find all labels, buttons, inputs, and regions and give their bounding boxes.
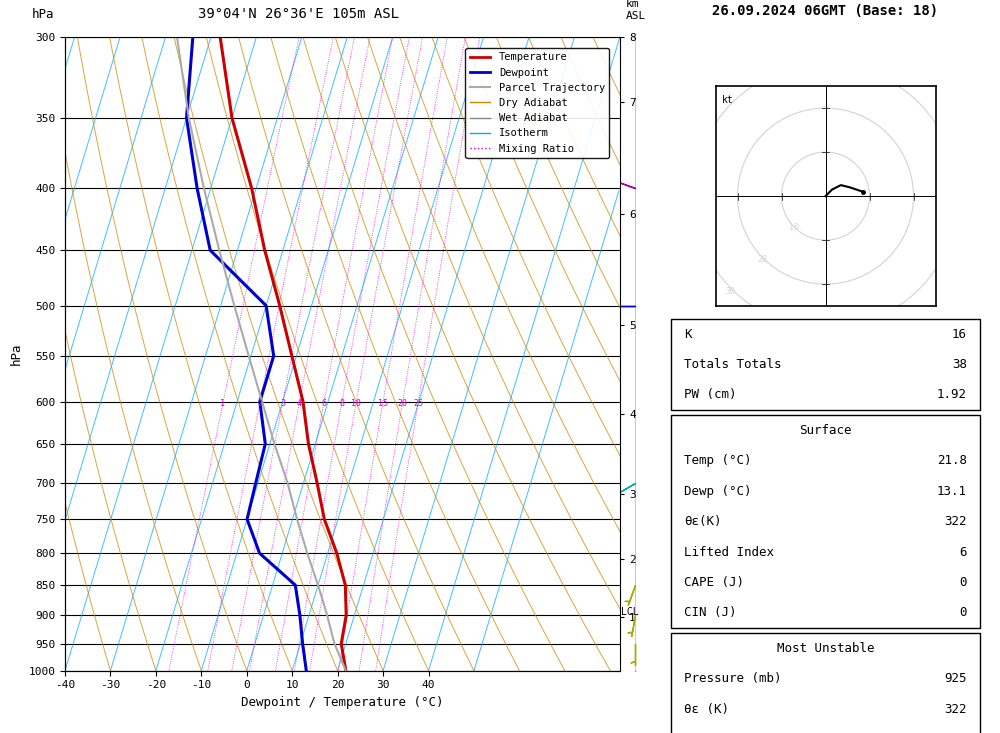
Text: Surface: Surface (799, 424, 852, 437)
Text: 25: 25 (413, 399, 423, 408)
Bar (671, 633, 980, 733)
Y-axis label: hPa: hPa (10, 342, 23, 365)
Text: 0: 0 (959, 606, 967, 619)
Text: 16: 16 (952, 328, 967, 341)
Text: 0: 0 (959, 576, 967, 589)
Text: kt: kt (722, 95, 734, 105)
Text: hPa: hPa (32, 8, 54, 21)
Bar (671, 319, 980, 410)
Legend: Temperature, Dewpoint, Parcel Trajectory, Dry Adiabat, Wet Adiabat, Isotherm, Mi: Temperature, Dewpoint, Parcel Trajectory… (465, 48, 609, 158)
Text: 39°04'N 26°36'E 105m ASL: 39°04'N 26°36'E 105m ASL (198, 7, 399, 21)
Text: θε(K): θε(K) (684, 515, 722, 528)
Text: 26.09.2024 06GMT (Base: 18): 26.09.2024 06GMT (Base: 18) (712, 4, 939, 18)
X-axis label: Dewpoint / Temperature (°C): Dewpoint / Temperature (°C) (241, 696, 444, 709)
Text: Dewp (°C): Dewp (°C) (684, 485, 752, 498)
Text: 20: 20 (757, 255, 767, 264)
Text: 6: 6 (321, 399, 326, 408)
Text: 1.92: 1.92 (937, 388, 967, 402)
Text: 322: 322 (944, 515, 967, 528)
Text: 8: 8 (339, 399, 344, 408)
Text: LCL: LCL (621, 607, 639, 617)
Text: Pressure (mb): Pressure (mb) (684, 672, 782, 685)
Text: Totals Totals: Totals Totals (684, 358, 782, 371)
Text: 1: 1 (220, 399, 225, 408)
Text: K: K (684, 328, 692, 341)
Text: CAPE (J): CAPE (J) (684, 576, 744, 589)
Text: 20: 20 (397, 399, 407, 408)
Text: Temp (°C): Temp (°C) (684, 454, 752, 468)
Text: 15: 15 (378, 399, 388, 408)
Text: Lifted Index: Lifted Index (684, 545, 774, 559)
Bar (671, 415, 980, 628)
Text: Most Unstable: Most Unstable (777, 642, 874, 655)
Text: 3: 3 (280, 399, 285, 408)
Text: 10: 10 (351, 399, 361, 408)
Text: 10: 10 (789, 224, 799, 232)
Text: 322: 322 (944, 703, 967, 716)
Text: PW (cm): PW (cm) (684, 388, 737, 402)
Text: 38: 38 (952, 358, 967, 371)
Text: 6: 6 (959, 545, 967, 559)
Text: 13.1: 13.1 (937, 485, 967, 498)
Text: CIN (J): CIN (J) (684, 606, 737, 619)
Text: 30: 30 (725, 287, 735, 295)
Text: θε (K): θε (K) (684, 703, 729, 716)
Text: km
ASL: km ASL (626, 0, 646, 21)
Text: 21.8: 21.8 (937, 454, 967, 468)
Text: 925: 925 (944, 672, 967, 685)
Text: 2: 2 (257, 399, 262, 408)
Text: 4: 4 (297, 399, 302, 408)
